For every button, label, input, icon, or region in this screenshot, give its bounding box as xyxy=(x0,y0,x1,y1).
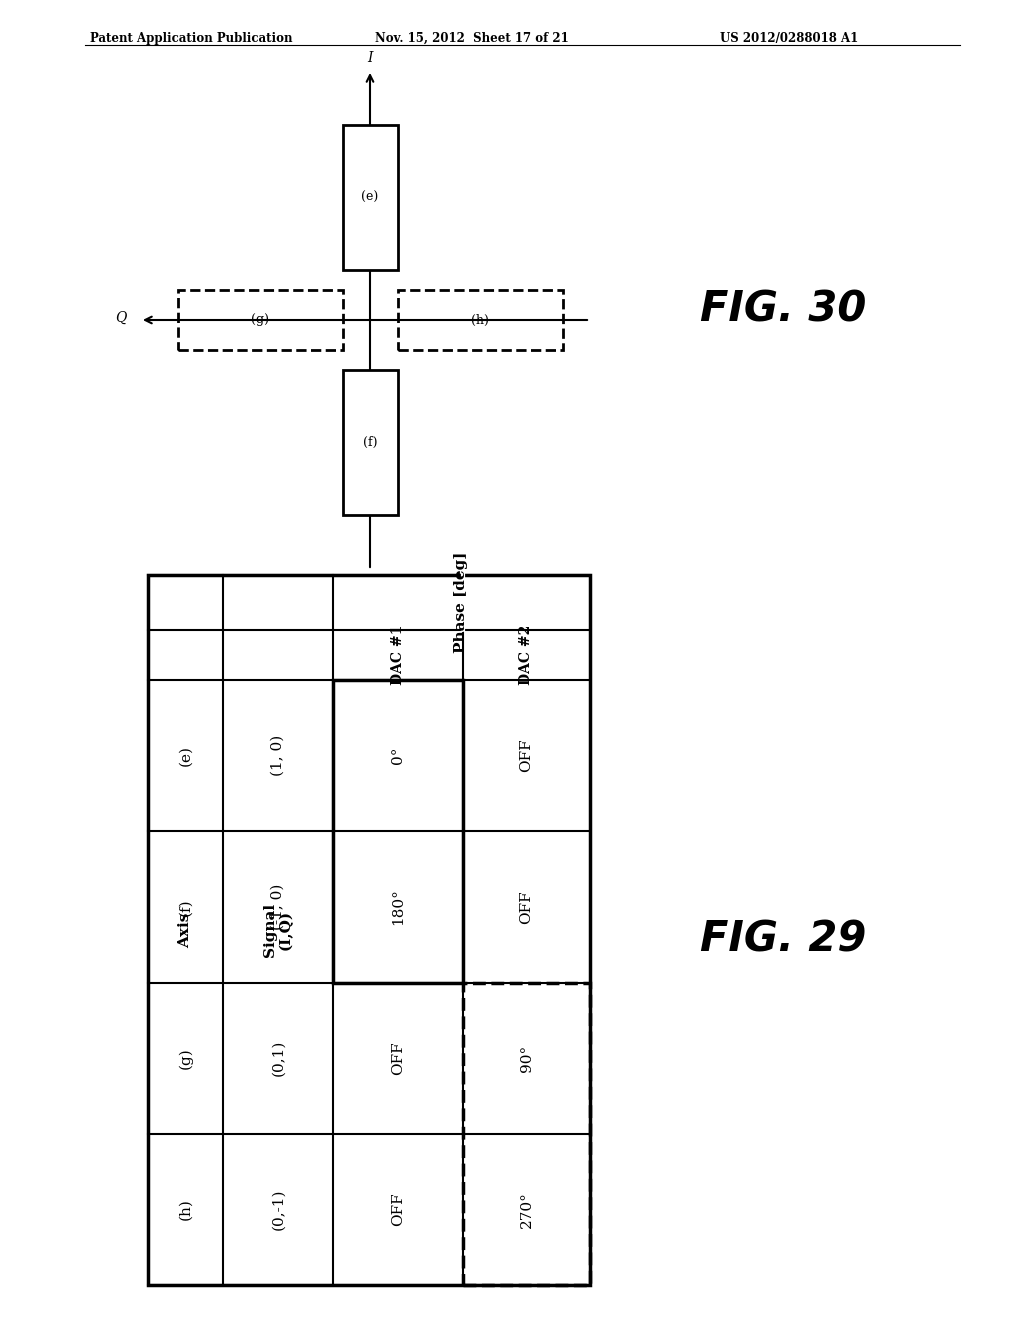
Text: FIG. 30: FIG. 30 xyxy=(700,289,866,331)
Text: (e): (e) xyxy=(178,744,193,766)
Text: FIG. 29: FIG. 29 xyxy=(700,919,866,961)
Bar xyxy=(342,370,397,515)
Bar xyxy=(397,290,562,350)
Text: I: I xyxy=(368,51,373,65)
Text: Signal
(I,Q): Signal (I,Q) xyxy=(263,903,293,957)
Text: (g): (g) xyxy=(251,314,269,326)
Text: Phase [deg]: Phase [deg] xyxy=(455,552,469,653)
Bar xyxy=(148,576,590,1284)
Text: OFF: OFF xyxy=(391,1041,406,1074)
Text: (0,1): (0,1) xyxy=(271,1040,285,1076)
Text: US 2012/0288018 A1: US 2012/0288018 A1 xyxy=(720,32,858,45)
Text: (h): (h) xyxy=(178,1199,193,1220)
Text: DAC #2: DAC #2 xyxy=(519,624,534,685)
Text: 270°: 270° xyxy=(519,1191,534,1228)
Bar xyxy=(342,125,397,271)
Text: (0,-1): (0,-1) xyxy=(271,1188,285,1230)
Bar xyxy=(333,680,463,982)
Text: Q: Q xyxy=(116,312,127,325)
Text: 0°: 0° xyxy=(391,747,406,764)
Text: 90°: 90° xyxy=(519,1044,534,1072)
Text: 180°: 180° xyxy=(391,888,406,925)
Text: Nov. 15, 2012  Sheet 17 of 21: Nov. 15, 2012 Sheet 17 of 21 xyxy=(375,32,568,45)
Text: (h): (h) xyxy=(471,314,488,326)
Text: Patent Application Publication: Patent Application Publication xyxy=(90,32,293,45)
Text: OFF: OFF xyxy=(519,739,534,772)
Text: DAC #1: DAC #1 xyxy=(391,624,406,685)
Text: (1, 0): (1, 0) xyxy=(271,735,285,776)
Bar xyxy=(177,290,342,350)
Text: (f): (f) xyxy=(362,436,377,449)
Text: OFF: OFF xyxy=(391,1192,406,1226)
Text: (f): (f) xyxy=(178,898,193,916)
Text: OFF: OFF xyxy=(519,890,534,924)
Text: (g): (g) xyxy=(178,1047,193,1069)
Text: (e): (e) xyxy=(361,191,379,205)
Text: Axis: Axis xyxy=(178,912,193,948)
Text: (-1, 0): (-1, 0) xyxy=(271,883,285,931)
Bar xyxy=(463,982,590,1284)
